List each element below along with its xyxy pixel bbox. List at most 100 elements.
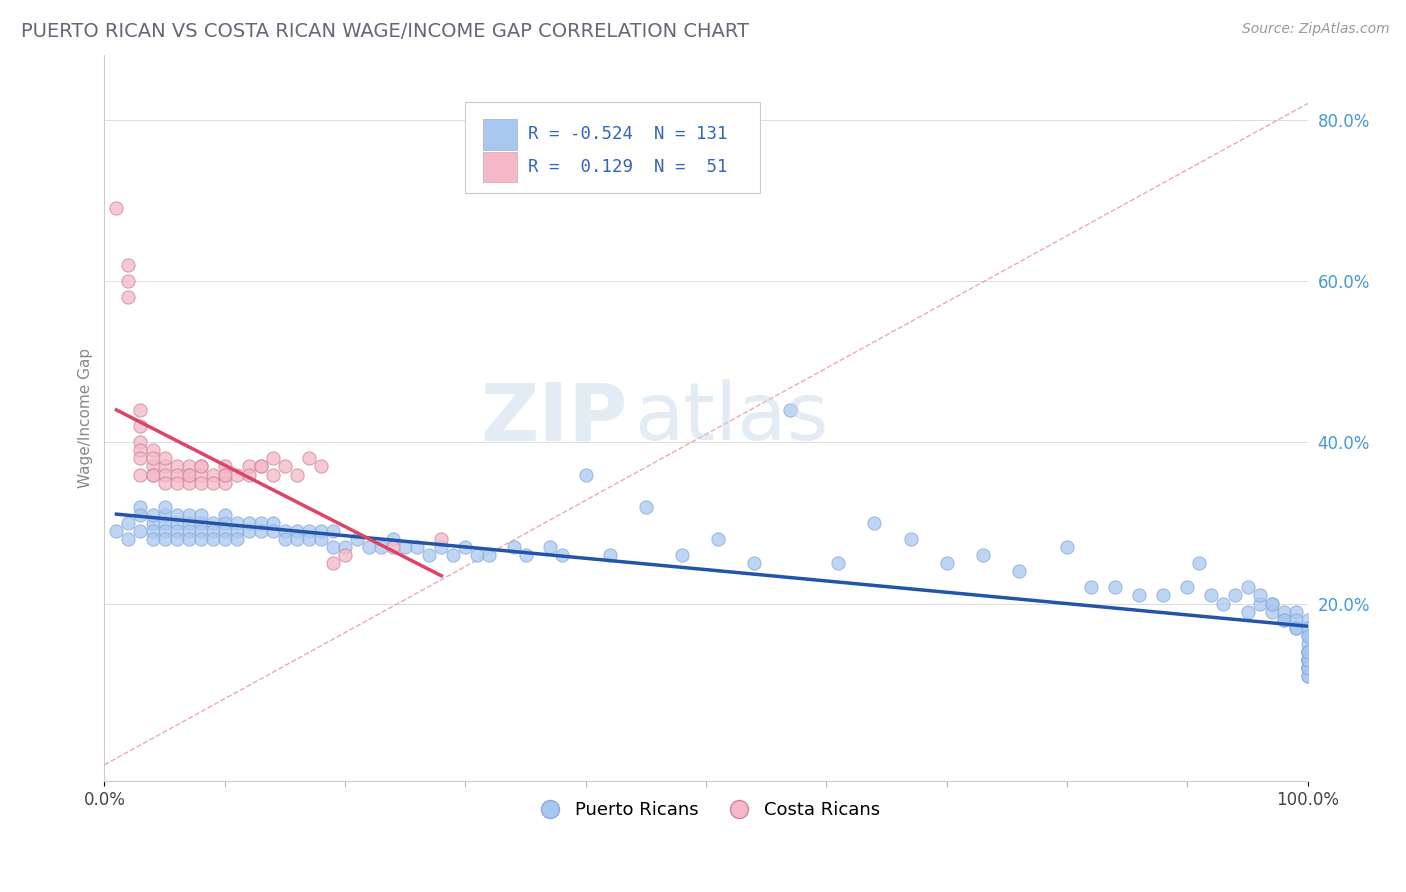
Point — [1296, 661, 1319, 675]
Point — [1296, 653, 1319, 667]
Point — [201, 467, 224, 482]
Point — [129, 524, 152, 538]
Point — [1272, 605, 1295, 619]
Point — [225, 524, 247, 538]
Point — [1296, 653, 1319, 667]
Point — [1296, 653, 1319, 667]
Point — [274, 532, 297, 546]
Point — [1285, 621, 1308, 635]
Point — [322, 524, 344, 538]
Point — [214, 532, 236, 546]
Point — [575, 467, 598, 482]
Point — [117, 274, 139, 288]
Point — [1296, 613, 1319, 627]
Point — [141, 459, 163, 474]
Point — [1249, 589, 1271, 603]
Point — [285, 524, 308, 538]
Point — [309, 532, 332, 546]
Point — [1296, 653, 1319, 667]
Point — [382, 540, 405, 554]
Point — [1296, 645, 1319, 659]
FancyBboxPatch shape — [484, 119, 517, 150]
Point — [141, 467, 163, 482]
Point — [117, 516, 139, 530]
Text: ZIP: ZIP — [481, 379, 628, 457]
Point — [214, 516, 236, 530]
Point — [1152, 589, 1174, 603]
Point — [1296, 653, 1319, 667]
Point — [827, 556, 849, 570]
Point — [117, 258, 139, 272]
Point — [166, 475, 188, 490]
Point — [406, 540, 429, 554]
Point — [430, 540, 453, 554]
Point — [1056, 540, 1078, 554]
Point — [201, 475, 224, 490]
Point — [1296, 645, 1319, 659]
Point — [285, 467, 308, 482]
Point — [214, 475, 236, 490]
Point — [1285, 605, 1308, 619]
Point — [129, 451, 152, 466]
Point — [166, 516, 188, 530]
Point — [1296, 645, 1319, 659]
Point — [1296, 661, 1319, 675]
Point — [550, 548, 572, 562]
Point — [1128, 589, 1150, 603]
Point — [1296, 629, 1319, 643]
Point — [1104, 581, 1126, 595]
Point — [153, 508, 176, 522]
Point — [430, 532, 453, 546]
Point — [225, 516, 247, 530]
Point — [515, 548, 537, 562]
Point — [166, 524, 188, 538]
Point — [1285, 621, 1308, 635]
Point — [394, 540, 416, 554]
Point — [298, 532, 321, 546]
Point — [1296, 621, 1319, 635]
Point — [177, 459, 200, 474]
Point — [190, 459, 212, 474]
Point — [935, 556, 957, 570]
Point — [1236, 605, 1258, 619]
Point — [1260, 597, 1282, 611]
Point — [1272, 613, 1295, 627]
Point — [1212, 597, 1234, 611]
Point — [214, 508, 236, 522]
Point — [1296, 661, 1319, 675]
FancyBboxPatch shape — [465, 103, 761, 193]
Point — [298, 524, 321, 538]
Point — [863, 516, 886, 530]
Point — [1296, 637, 1319, 651]
Point — [467, 548, 489, 562]
Point — [190, 467, 212, 482]
Text: R =  0.129  N =  51: R = 0.129 N = 51 — [527, 158, 727, 176]
Point — [105, 524, 128, 538]
Point — [141, 532, 163, 546]
Point — [502, 540, 524, 554]
Point — [117, 532, 139, 546]
Point — [166, 459, 188, 474]
Point — [1260, 605, 1282, 619]
Point — [190, 459, 212, 474]
Point — [1285, 613, 1308, 627]
Point — [166, 467, 188, 482]
Point — [900, 532, 922, 546]
Point — [538, 540, 561, 554]
Point — [249, 516, 271, 530]
Point — [214, 467, 236, 482]
Point — [262, 451, 284, 466]
Point — [634, 500, 657, 514]
Point — [225, 532, 247, 546]
Point — [141, 467, 163, 482]
Point — [153, 500, 176, 514]
Point — [322, 540, 344, 554]
Point — [129, 500, 152, 514]
Point — [141, 508, 163, 522]
Point — [1225, 589, 1247, 603]
Point — [1296, 661, 1319, 675]
Point — [141, 516, 163, 530]
Point — [274, 524, 297, 538]
Point — [177, 532, 200, 546]
Point — [214, 459, 236, 474]
